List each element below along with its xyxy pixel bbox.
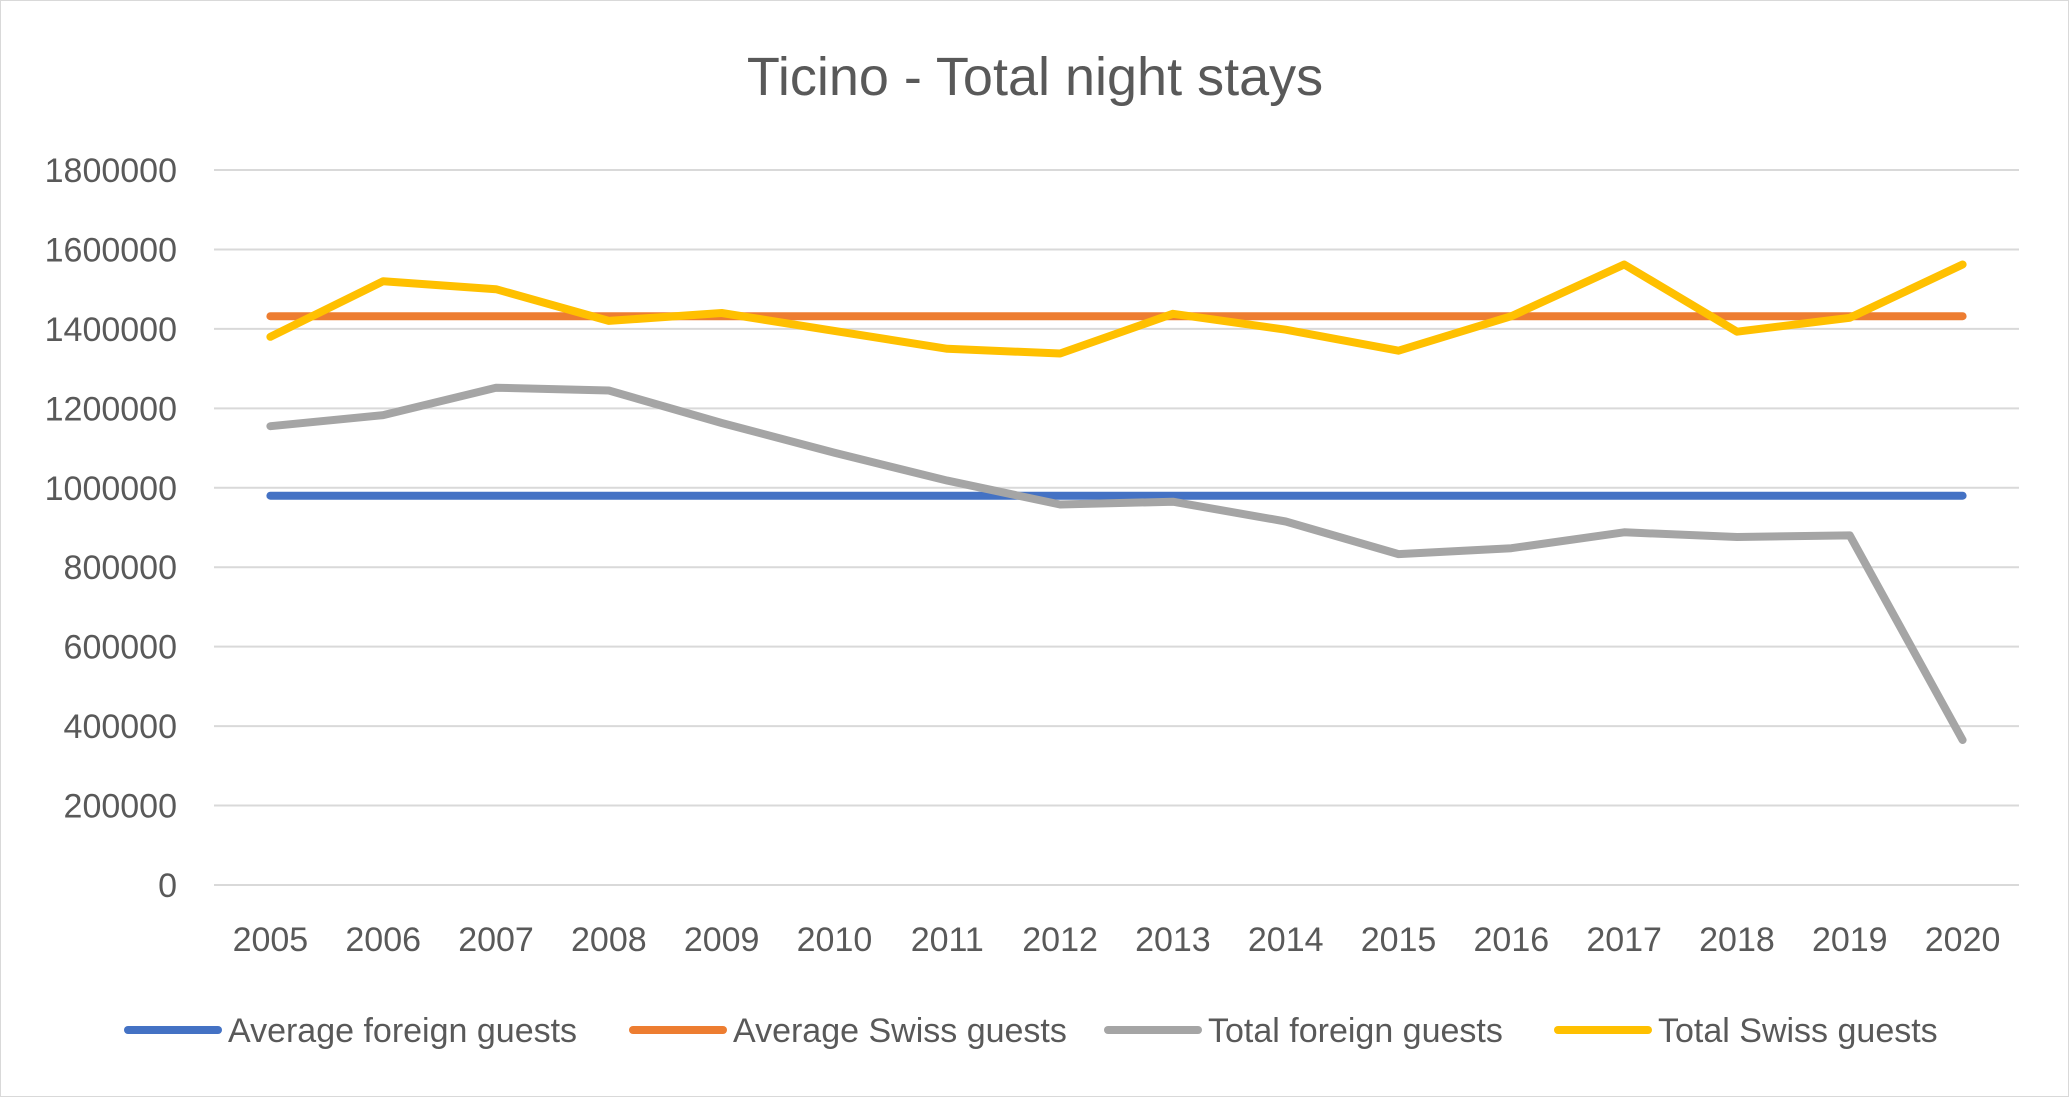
x-tick-label: 2007	[458, 921, 534, 959]
legend-label-total-foreign-guests: Total foreign guests	[1208, 1012, 1503, 1050]
legend: Average foreign guests Average Swiss gues…	[124, 1012, 1938, 1050]
y-tick-label: 200000	[64, 788, 177, 826]
series-line-total-foreign-guests	[266, 383, 1967, 744]
x-tick-label: 2018	[1699, 921, 1775, 959]
legend-label-average-foreign-guests: Average foreign guests	[228, 1012, 577, 1050]
x-tick-label: 2006	[345, 921, 421, 959]
y-axis: 0 200000 400000 600000 800000 1000000 1200000 1…	[45, 152, 177, 905]
y-tick-label: 0	[158, 867, 177, 905]
x-tick-label: 2016	[1474, 921, 1550, 959]
legend-label-total-swiss-guests: Total Swiss guests	[1658, 1012, 1938, 1050]
x-tick-label: 2011	[911, 921, 984, 959]
x-tick-label: 2010	[797, 921, 873, 959]
x-tick-label: 2015	[1361, 921, 1437, 959]
y-tick-label: 1200000	[45, 390, 177, 428]
x-tick-label: 2005	[233, 921, 309, 959]
y-tick-label: 400000	[64, 708, 177, 746]
y-tick-label: 1400000	[45, 311, 177, 349]
x-tick-label: 2009	[684, 921, 760, 959]
y-tick-label: 1600000	[45, 231, 177, 269]
x-tick-label: 2013	[1135, 921, 1211, 959]
y-tick-label: 1800000	[45, 152, 177, 190]
x-tick-label: 2019	[1812, 921, 1888, 959]
x-axis: 2005 2006 2007 2008 2009 2010 2011 2012 2013 2014…	[233, 921, 2001, 959]
x-tick-label: 2008	[571, 921, 647, 959]
plot-area	[266, 260, 1967, 744]
legend-label-average-swiss-guests: Average Swiss guests	[733, 1012, 1067, 1050]
x-tick-label: 2017	[1586, 921, 1662, 959]
x-tick-label: 2012	[1022, 921, 1098, 959]
series-line-total-swiss-guests	[266, 260, 1967, 358]
x-tick-label: 2020	[1925, 921, 2001, 959]
x-tick-label: 2014	[1248, 921, 1324, 959]
chart-title: Ticino - Total night stays	[747, 47, 1323, 107]
y-tick-label: 800000	[64, 549, 177, 587]
y-tick-label: 600000	[64, 629, 177, 667]
y-tick-label: 1000000	[45, 470, 177, 508]
gridlines	[214, 169, 2019, 886]
